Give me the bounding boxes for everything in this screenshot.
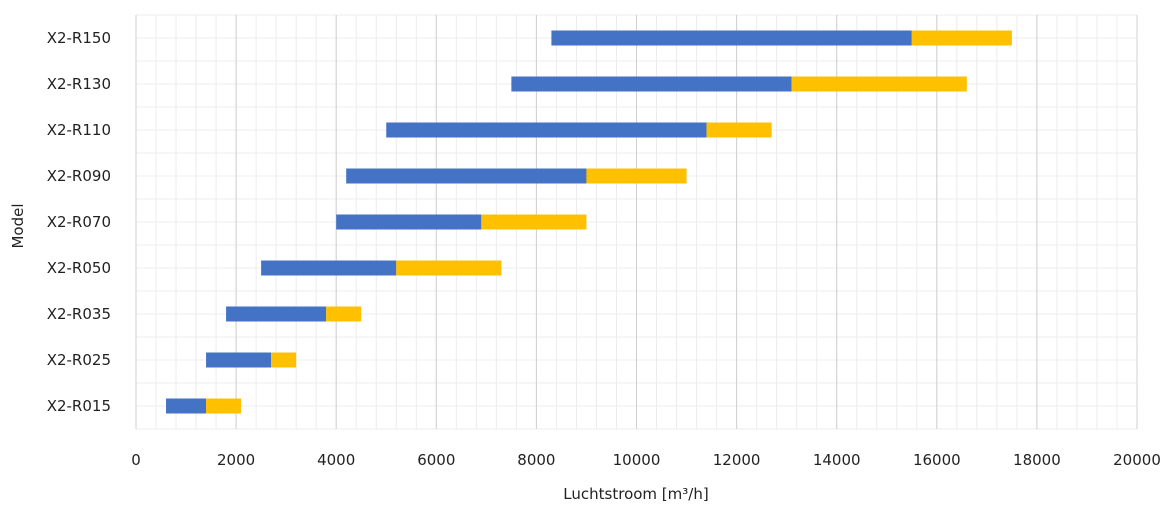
bar-x2-r090-segment-2 [586,168,687,184]
x-tick-label: 6000 [417,451,455,469]
bar-x2-r110-segment-1 [386,122,707,138]
x-tick-label: 10000 [613,451,661,469]
bar-x2-r090-segment-1 [346,168,587,184]
bars [166,30,1012,414]
y-tick-label: X2-R130 [47,75,111,93]
bar-x2-r070-segment-1 [336,214,482,230]
y-tick-label: X2-R090 [47,167,111,185]
bar-x2-r025-segment-1 [206,352,272,368]
bar-x2-r130-segment-2 [791,76,967,92]
x-tick-label: 0 [131,451,141,469]
x-tick-label: 14000 [813,451,861,469]
bar-x2-r035-segment-1 [226,306,327,322]
y-tick-label: X2-R150 [47,29,111,47]
x-tick-label: 8000 [517,451,555,469]
bar-x2-r015-segment-1 [166,398,207,414]
x-axis-title: Luchtstroom [m³/h] [563,485,708,503]
x-tick-label: 18000 [1013,451,1061,469]
bar-x2-r025-segment-2 [271,352,297,368]
x-tick-label: 12000 [713,451,761,469]
bar-x2-r070-segment-2 [481,214,587,230]
bar-x2-r130-segment-1 [511,76,792,92]
y-tick-labels: X2-R015 X2-R025 X2-R035 X2-R050 X2-R070 X2-R0… [47,29,111,415]
y-tick-label: X2-R070 [47,213,111,231]
bar-x2-r050-segment-1 [261,260,397,276]
x-tick-label: 16000 [913,451,961,469]
bar-x2-r150-segment-1 [551,30,912,46]
bar-x2-r050-segment-2 [396,260,502,276]
y-tick-label: X2-R025 [47,351,111,369]
y-tick-label: X2-R110 [47,121,111,139]
bar-x2-r150-segment-2 [911,30,1012,46]
bar-x2-r035-segment-2 [326,306,362,322]
y-tick-label: X2-R035 [47,305,111,323]
y-axis-title: Model [9,203,27,248]
x-tick-label: 2000 [217,451,255,469]
y-tick-label: X2-R050 [47,259,111,277]
y-tick-label: X2-R015 [47,397,111,415]
bar-x2-r110-segment-2 [706,122,772,138]
bar-x2-r015-segment-2 [206,398,242,414]
x-tick-label: 20000 [1113,451,1161,469]
x-tick-label: 4000 [317,451,355,469]
x-tick-labels: 0 2000 4000 6000 8000 10000 12000 14000 16000 180… [131,451,1161,469]
